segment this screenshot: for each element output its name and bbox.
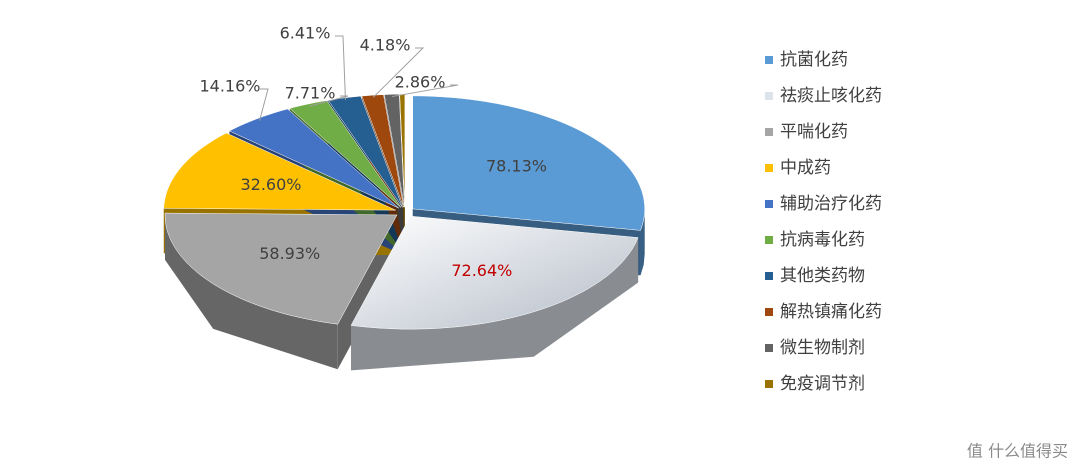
legend-marker	[765, 308, 773, 316]
watermark: 值 什么值得买	[967, 442, 1068, 461]
slice	[350, 215, 639, 330]
slice-side	[351, 237, 639, 371]
legend-marker	[765, 56, 773, 64]
legend-label: 中成药	[780, 158, 831, 178]
data-label: 72.64%	[451, 261, 512, 280]
slice	[228, 108, 400, 209]
slice	[164, 212, 398, 325]
slice	[361, 94, 404, 208]
slice	[289, 100, 402, 208]
data-label: 2.86%	[395, 73, 446, 92]
legend-marker	[765, 344, 773, 352]
data-label: 4.18%	[360, 36, 411, 55]
legend-marker	[765, 200, 773, 208]
legend-label: 祛痰止咳化药	[780, 86, 882, 106]
slice-side	[165, 214, 338, 370]
data-label: 14.16%	[199, 77, 260, 96]
legend-label: 辅助治疗化药	[780, 194, 882, 214]
legend-label: 抗菌化药	[780, 50, 848, 70]
legend-marker	[765, 380, 773, 388]
slice	[412, 95, 645, 231]
legend-marker	[765, 164, 773, 172]
leader-line	[391, 84, 459, 98]
pie	[163, 35, 645, 371]
legend-label: 其他类药物	[780, 266, 865, 286]
data-label: 7.71%	[285, 84, 336, 103]
legend-label: 解热镇痛化药	[780, 302, 882, 322]
leader-line	[372, 47, 425, 98]
legend-marker	[765, 92, 773, 100]
leader-line	[335, 35, 346, 101]
leader-line	[259, 88, 269, 121]
legend-label: 平喘化药	[780, 122, 848, 142]
slice	[163, 132, 396, 211]
data-label: 78.13%	[486, 157, 547, 176]
data-label: 58.93%	[259, 244, 320, 263]
legend-marker	[765, 272, 773, 280]
legend-marker	[765, 128, 773, 136]
slice	[327, 95, 403, 208]
legend-label: 抗病毒化药	[780, 230, 865, 250]
data-label: 32.60%	[240, 175, 301, 194]
legend-marker	[765, 236, 773, 244]
slice-side	[640, 208, 645, 276]
slice	[384, 93, 405, 208]
leader-line	[309, 95, 349, 107]
legend-label: 免疫调节剂	[780, 374, 865, 394]
legend-label: 微生物制剂	[780, 338, 865, 358]
slice	[399, 93, 406, 208]
data-label: 6.41%	[280, 24, 331, 43]
